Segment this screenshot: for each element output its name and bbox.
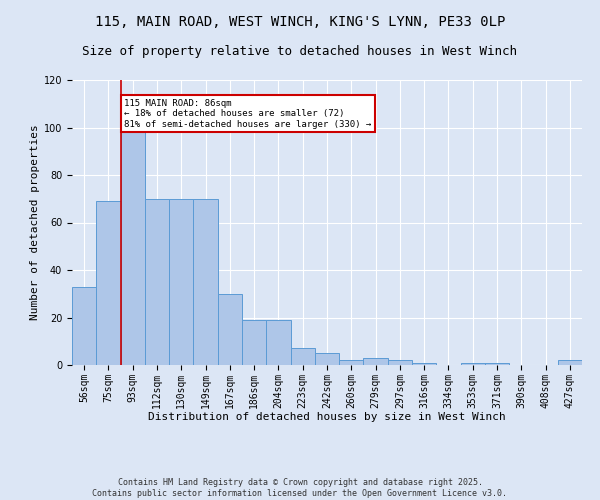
Bar [72, 286, 96, 365]
X-axis label: Distribution of detached houses by size in West Winch: Distribution of detached houses by size … [148, 412, 506, 422]
Bar [242, 320, 266, 365]
Text: 115 MAIN ROAD: 86sqm
← 18% of detached houses are smaller (72)
81% of semi-detac: 115 MAIN ROAD: 86sqm ← 18% of detached h… [124, 99, 371, 129]
Bar [145, 198, 169, 365]
Text: Contains HM Land Registry data © Crown copyright and database right 2025.
Contai: Contains HM Land Registry data © Crown c… [92, 478, 508, 498]
Bar [218, 294, 242, 365]
Bar [388, 360, 412, 365]
Text: Size of property relative to detached houses in West Winch: Size of property relative to detached ho… [83, 45, 517, 58]
Bar [364, 358, 388, 365]
Bar [193, 198, 218, 365]
Bar [558, 360, 582, 365]
Bar [121, 130, 145, 365]
Bar [169, 198, 193, 365]
Bar [485, 362, 509, 365]
Text: 115, MAIN ROAD, WEST WINCH, KING'S LYNN, PE33 0LP: 115, MAIN ROAD, WEST WINCH, KING'S LYNN,… [95, 15, 505, 29]
Bar [266, 320, 290, 365]
Bar [461, 362, 485, 365]
Bar [315, 353, 339, 365]
Bar [412, 362, 436, 365]
Bar [290, 348, 315, 365]
Bar [96, 201, 121, 365]
Y-axis label: Number of detached properties: Number of detached properties [29, 124, 40, 320]
Bar [339, 360, 364, 365]
